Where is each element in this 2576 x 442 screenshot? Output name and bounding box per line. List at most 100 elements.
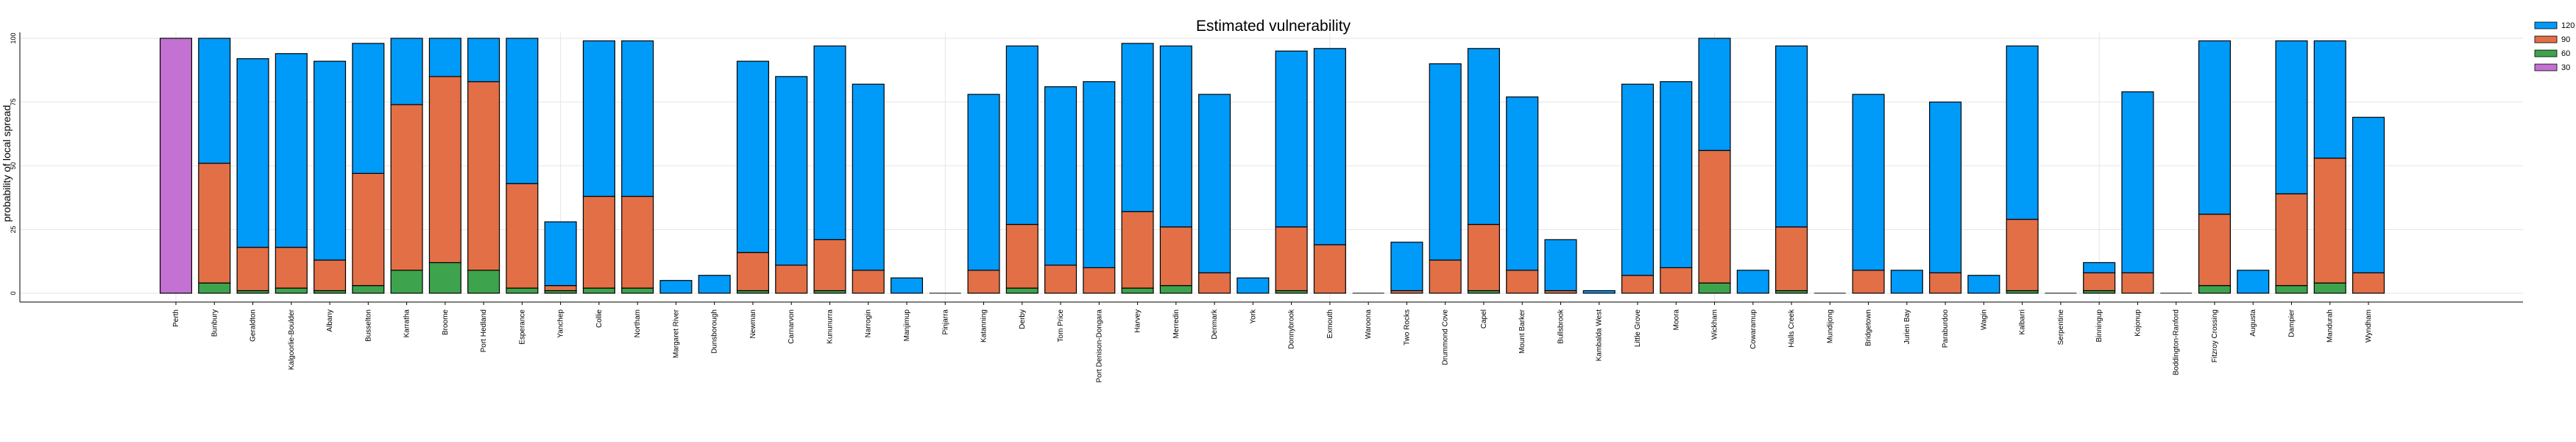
legend-swatch-30 bbox=[2534, 63, 2558, 71]
bar-segment-120 bbox=[1929, 101, 1962, 273]
bar-segment-120 bbox=[2237, 270, 2270, 294]
x-tick-label: Karratha bbox=[403, 309, 411, 338]
x-tick-label: Narrogin bbox=[865, 309, 873, 337]
bar-segment-90 bbox=[1429, 259, 1462, 294]
x-tick-label: Manjimup bbox=[903, 309, 911, 342]
bar-segment-120 bbox=[198, 38, 231, 164]
x-tick-label: Bridgetown bbox=[1865, 309, 1873, 346]
x-tick-label: Drummond Cove bbox=[1442, 309, 1450, 365]
bar-segment-90 bbox=[1044, 264, 1078, 294]
x-tick-label: Wickham bbox=[1711, 309, 1719, 340]
bar-segment-90 bbox=[314, 259, 347, 292]
bar-segment-120 bbox=[2313, 40, 2346, 159]
x-tick-label: Port Hedland bbox=[480, 309, 488, 352]
bar-segment-120 bbox=[2275, 40, 2308, 194]
x-tick-label: Northam bbox=[634, 309, 642, 337]
x-tick-label: Pinjarra bbox=[941, 309, 949, 335]
bar-segment-120 bbox=[390, 38, 423, 105]
x-tick-label: Margaret River bbox=[672, 309, 680, 358]
x-tick-label: Kalgoorlie-Boulder bbox=[288, 309, 296, 370]
bar-segment-60 bbox=[352, 285, 385, 294]
x-tick-label: Port Denison-Dongara bbox=[1095, 309, 1103, 383]
bar-segment-60 bbox=[467, 270, 500, 294]
bar-segment-120 bbox=[275, 53, 308, 248]
x-tick-label: Esperance bbox=[518, 309, 526, 345]
x-tick-label: Paraburdoo bbox=[1942, 309, 1950, 348]
x-tick-label: Katanning bbox=[980, 309, 988, 343]
bar-segment-120 bbox=[1198, 94, 1231, 273]
legend-label-30: 30 bbox=[2561, 63, 2570, 72]
x-tick-label: Mandurah bbox=[2326, 309, 2335, 343]
x-tick-label: Mundijong bbox=[1826, 309, 1834, 343]
x-tick-label: Kambalda West bbox=[1596, 309, 1604, 362]
x-tick-label: Merredin bbox=[1172, 309, 1181, 338]
bar-segment-120 bbox=[1083, 81, 1116, 269]
x-tick-label: Two Rocks bbox=[1403, 309, 1411, 345]
bar-segment-120 bbox=[1967, 275, 2000, 294]
legend-swatch-120 bbox=[2534, 21, 2558, 29]
y-axis-label: probability of local spread bbox=[1, 105, 13, 222]
bar-segment-120 bbox=[1159, 45, 1192, 228]
x-tick-label: York bbox=[1249, 309, 1257, 324]
x-tick-label: Kojonup bbox=[2134, 309, 2142, 337]
bar-segment-90 bbox=[544, 285, 577, 292]
bar-segment-120 bbox=[1698, 38, 1731, 151]
bar-segment-60 bbox=[2198, 285, 2231, 294]
legend-swatch-60 bbox=[2534, 49, 2558, 57]
bar-segment-90 bbox=[1198, 272, 1231, 294]
bar-segment-30 bbox=[159, 38, 193, 294]
bar-segment-120 bbox=[967, 94, 1000, 271]
x-tick-label: Exmouth bbox=[1326, 309, 1334, 338]
bar-segment-120 bbox=[1121, 43, 1154, 212]
bar-segment-120 bbox=[1736, 270, 1769, 294]
bar-segment-120 bbox=[2352, 116, 2385, 273]
bar-segment-empty bbox=[2160, 292, 2193, 294]
bar-segment-90 bbox=[1852, 270, 1885, 294]
bar-segment-90 bbox=[2198, 214, 2231, 287]
bar-segment-120 bbox=[1467, 48, 1500, 225]
x-tick-label: Carnarvon bbox=[788, 309, 796, 344]
bar-segment-60 bbox=[621, 287, 654, 294]
bar-segment-90 bbox=[582, 195, 615, 289]
bar-segment-120 bbox=[1390, 242, 1423, 292]
bar-segment-120 bbox=[1621, 83, 1655, 276]
x-tick-label: Boddington-Ranford bbox=[2173, 309, 2181, 376]
x-tick-label: Bunbury bbox=[210, 309, 219, 337]
bar-segment-90 bbox=[852, 270, 885, 294]
bars bbox=[159, 38, 2385, 294]
bar-segment-empty bbox=[929, 292, 961, 294]
y-tick-label: 25 bbox=[10, 225, 17, 233]
bar-segment-90 bbox=[2121, 272, 2154, 294]
bar-segment-90 bbox=[1313, 244, 1346, 294]
bar-segment-120 bbox=[852, 83, 885, 271]
x-tick-label: Wyndham bbox=[2365, 309, 2373, 343]
bar-segment-120 bbox=[1005, 45, 1038, 225]
x-tick-label: Denmark bbox=[1211, 309, 1219, 340]
x-tick-label: Waroona bbox=[1365, 309, 1373, 340]
y-tick-label: 0 bbox=[10, 291, 17, 295]
bar-segment-120 bbox=[1044, 86, 1078, 266]
x-tick-label: Halls Creek bbox=[1788, 309, 1796, 348]
bar-segment-120 bbox=[775, 76, 808, 266]
bar-segment-90 bbox=[2275, 193, 2308, 287]
bar-segment-90 bbox=[2083, 272, 2116, 292]
bar-segment-90 bbox=[736, 252, 769, 292]
x-tick-label: Albany bbox=[326, 309, 334, 332]
y-tick-label: 50 bbox=[10, 162, 17, 169]
bar-segment-120 bbox=[1275, 50, 1308, 228]
bar-segment-90 bbox=[621, 195, 654, 289]
bar-segment-120 bbox=[1429, 63, 1462, 261]
bar-segment-120 bbox=[352, 43, 385, 174]
x-tick-label: Tom Price bbox=[1057, 309, 1065, 343]
bar-segment-90 bbox=[1660, 267, 1693, 294]
bar-segment-120 bbox=[2083, 262, 2116, 273]
bar-segment-90 bbox=[1005, 223, 1038, 289]
x-tick-label: Serpentine bbox=[2057, 309, 2065, 345]
bar-segment-120 bbox=[314, 60, 347, 261]
x-tick-label: Jurien Bay bbox=[1903, 309, 1911, 344]
bar-segment-120 bbox=[1890, 270, 1923, 294]
bar-segment-120 bbox=[890, 277, 924, 294]
bar-segment-90 bbox=[506, 183, 539, 289]
bar-segment-90 bbox=[1275, 226, 1308, 292]
axes: 0 25 50 75 100 Perth Bunbury Geraldton Kalgoorli… bbox=[10, 32, 2523, 383]
